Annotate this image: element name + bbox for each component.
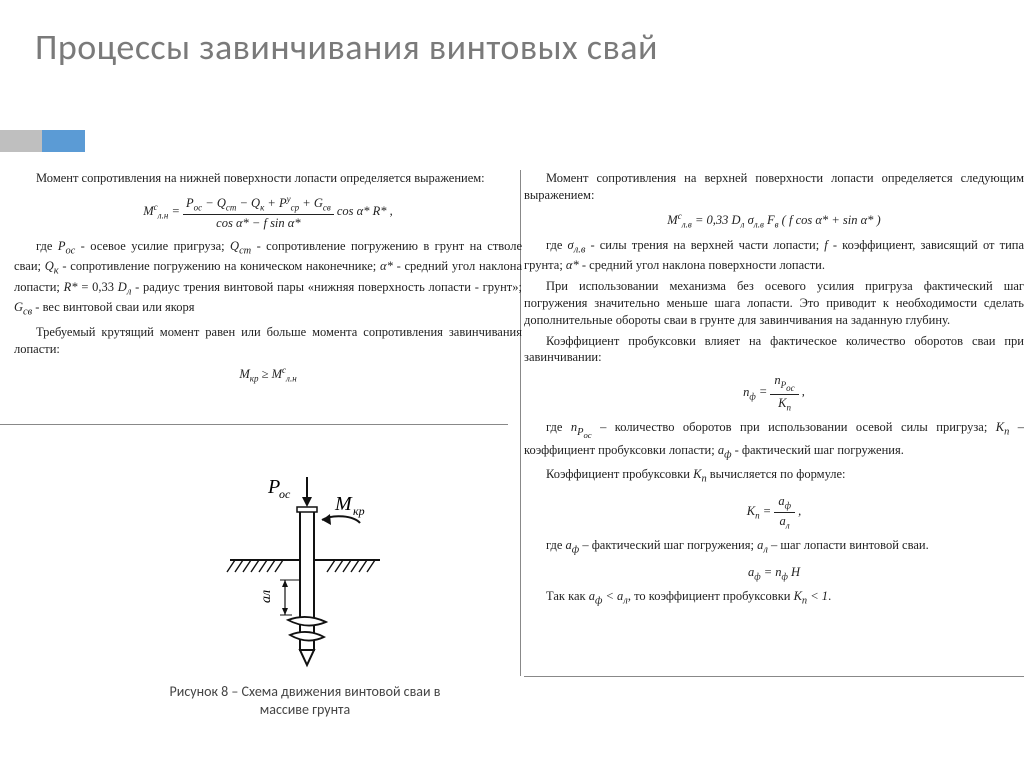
- left-column: Момент сопротивления на нижней поверхнос…: [14, 170, 522, 390]
- svg-text:кр: кр: [353, 504, 365, 518]
- label-mkp: M: [334, 493, 353, 515]
- right-p6: Коэффициент пробуксовки Kп вычисляется п…: [524, 466, 1024, 487]
- right-p8: Так как aф < aл, то коэффициент пробуксо…: [524, 588, 1024, 609]
- right-p4: Коэффициент пробуксовки влияет на фактич…: [524, 333, 1024, 367]
- right-p1: Момент сопротивления на верхней поверхно…: [524, 170, 1024, 204]
- label-al: ал: [259, 590, 274, 603]
- right-p3: При использовании механизма без осевого …: [524, 278, 1024, 329]
- right-p5: где nPос – количество оборотов при испол…: [524, 419, 1024, 462]
- right-p2: где σл.в - силы трения на верхней части …: [524, 237, 1024, 274]
- accent-blue: [42, 130, 85, 152]
- left-hr: [0, 424, 508, 425]
- svg-text:ос: ос: [279, 487, 291, 501]
- right-formula-3: Kп = aф aл ,: [524, 493, 1024, 531]
- left-formula-1: Mсл.н = Pос − Qст − Qк + Pуср + Gсв cos …: [14, 193, 522, 232]
- pile-diagram-svg: P ос M кр ал: [210, 465, 400, 675]
- right-formula-4: aф = nф H: [524, 564, 1024, 583]
- left-p2: где Pос - осевое усилие пригруза; Qст - …: [14, 238, 522, 320]
- right-column: Момент сопротивления на верхней поверхно…: [524, 170, 1024, 613]
- right-formula-2: nф = nPос Kп ,: [524, 372, 1024, 413]
- slide-title: Процессы завинчивания винтовых свай: [35, 25, 658, 69]
- figure-caption: Рисунок 8 – Схема движения винтовой сваи…: [160, 683, 450, 719]
- accent-bar: [0, 130, 85, 152]
- left-formula-2: Mкр ≥ Mсл.н: [14, 364, 522, 385]
- right-formula-1: Mсл.в = 0,33 Dл σл.в Fв ( f cos α* + sin…: [524, 210, 1024, 231]
- right-p7: где aф – фактический шаг погружения; aл …: [524, 537, 1024, 558]
- right-hr: [524, 676, 1024, 677]
- figure-8: P ос M кр ал Рисунок 8 – Схема движения …: [160, 465, 450, 719]
- accent-gray: [0, 130, 42, 152]
- left-p3: Требуемый крутящий момент равен или боль…: [14, 324, 522, 358]
- left-p1: Момент сопротивления на нижней поверхнос…: [14, 170, 522, 187]
